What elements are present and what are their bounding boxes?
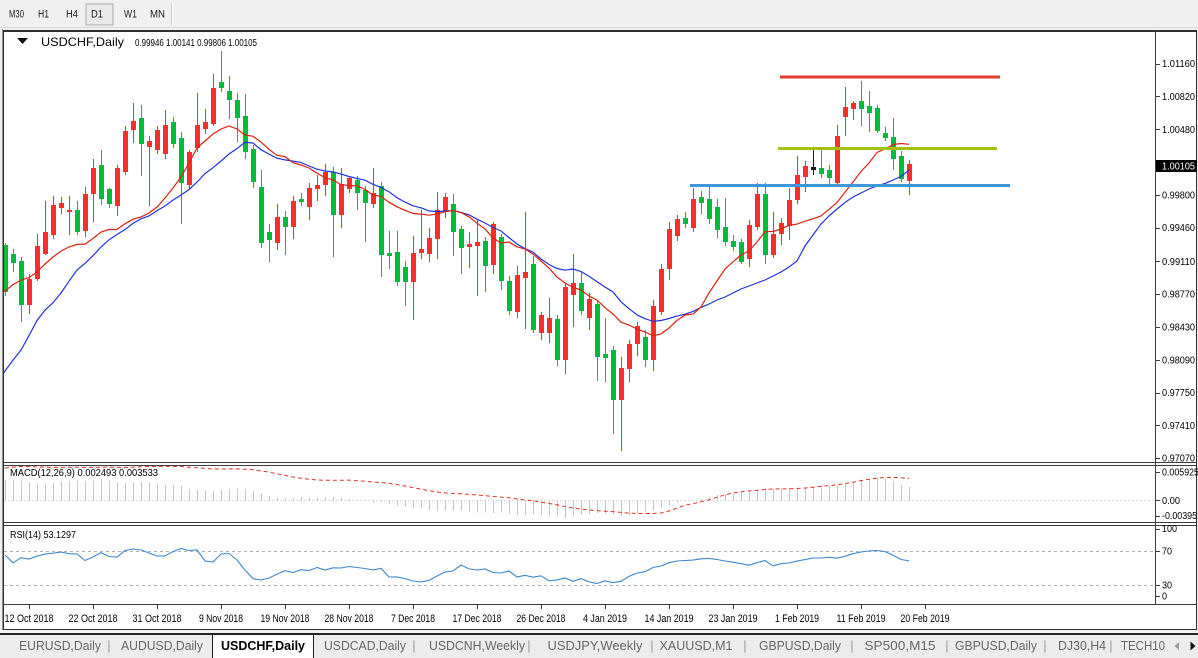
svg-text:0.99946 1.00141 0.99806 1.0010: 0.99946 1.00141 0.99806 1.00105 (135, 38, 257, 49)
svg-text:USDCNH,Weekly: USDCNH,Weekly (429, 638, 525, 653)
svg-text:MN: MN (150, 9, 165, 21)
svg-text:1.00480: 1.00480 (1162, 125, 1195, 136)
svg-text:26 Dec 2018: 26 Dec 2018 (517, 613, 566, 625)
svg-text:1.00820: 1.00820 (1162, 92, 1195, 103)
svg-text:AUDUSD,Daily: AUDUSD,Daily (121, 638, 203, 653)
svg-text:TECH10: TECH10 (1121, 638, 1165, 653)
svg-text:7 Dec 2018: 7 Dec 2018 (391, 613, 435, 625)
svg-text:17 Dec 2018: 17 Dec 2018 (453, 613, 502, 625)
svg-text:12 Oct 2018: 12 Oct 2018 (5, 613, 54, 625)
svg-text:19 Nov 2018: 19 Nov 2018 (261, 613, 310, 625)
svg-text:MACD(12,26,9) 0.002493 0.00353: MACD(12,26,9) 0.002493 0.003533 (10, 468, 158, 479)
svg-text:100: 100 (1162, 524, 1177, 535)
svg-text:|: | (850, 638, 853, 653)
svg-text:XAUUSD,M1: XAUUSD,M1 (660, 638, 733, 653)
svg-text:|: | (527, 638, 530, 653)
svg-text:1.01160: 1.01160 (1162, 59, 1195, 70)
svg-text:|: | (107, 638, 110, 653)
svg-text:W1: W1 (124, 9, 137, 21)
svg-text:0.98090: 0.98090 (1162, 355, 1195, 366)
svg-text:0.97410: 0.97410 (1162, 421, 1195, 432)
svg-text:70: 70 (1162, 547, 1172, 558)
svg-text:0.97070: 0.97070 (1162, 454, 1195, 465)
svg-text:SP500,M15: SP500,M15 (865, 638, 936, 653)
svg-text:|: | (650, 638, 653, 653)
svg-text:9 Nov 2018: 9 Nov 2018 (199, 613, 243, 625)
svg-text:30: 30 (1162, 581, 1172, 592)
svg-text:0: 0 (1162, 592, 1167, 603)
svg-text:14 Jan 2019: 14 Jan 2019 (645, 613, 694, 625)
svg-text:0.99800: 0.99800 (1162, 190, 1195, 201)
svg-text:D1: D1 (91, 9, 103, 21)
svg-text:DJ30,H4: DJ30,H4 (1058, 638, 1106, 653)
svg-text:0.99110: 0.99110 (1162, 257, 1195, 268)
svg-text:GBPUSD,Daily: GBPUSD,Daily (759, 638, 841, 653)
svg-text:USDCHF,Daily: USDCHF,Daily (221, 638, 306, 653)
svg-text:31 Oct 2018: 31 Oct 2018 (133, 613, 182, 625)
svg-text:GBPUSD,Daily: GBPUSD,Daily (955, 638, 1037, 653)
svg-text:RSI(14) 53.1297: RSI(14) 53.1297 (10, 530, 76, 541)
svg-text:M30: M30 (9, 9, 24, 21)
svg-text:4 Jan 2019: 4 Jan 2019 (583, 613, 627, 625)
svg-text:0.98770: 0.98770 (1162, 290, 1195, 301)
svg-text:H1: H1 (38, 9, 49, 21)
svg-text:USDCAD,Daily: USDCAD,Daily (324, 638, 406, 653)
svg-text:0.00: 0.00 (1162, 496, 1180, 507)
svg-text:|: | (1109, 638, 1112, 653)
svg-text:|: | (412, 638, 415, 653)
svg-text:0.99460: 0.99460 (1162, 223, 1195, 234)
svg-text:0.97750: 0.97750 (1162, 388, 1195, 399)
svg-text:22 Oct 2018: 22 Oct 2018 (69, 613, 118, 625)
svg-text:0.98430: 0.98430 (1162, 323, 1195, 334)
svg-text:28 Nov 2018: 28 Nov 2018 (325, 613, 374, 625)
svg-text:|: | (1043, 638, 1046, 653)
svg-text:H4: H4 (66, 9, 78, 21)
svg-text:0.005925: 0.005925 (1162, 468, 1198, 479)
svg-text:1 Feb 2019: 1 Feb 2019 (775, 613, 819, 625)
svg-text:|: | (945, 638, 948, 653)
svg-text:11 Feb 2019: 11 Feb 2019 (837, 613, 886, 625)
svg-text:USDCHF,Daily: USDCHF,Daily (41, 35, 124, 49)
svg-text:USDJPY,Weekly: USDJPY,Weekly (548, 638, 643, 653)
svg-text:23 Jan 2019: 23 Jan 2019 (709, 613, 758, 625)
svg-text:|: | (743, 638, 746, 653)
svg-text:1.00105: 1.00105 (1162, 162, 1195, 173)
svg-text:20 Feb 2019: 20 Feb 2019 (901, 613, 950, 625)
svg-text:EURUSD,Daily: EURUSD,Daily (19, 638, 101, 653)
